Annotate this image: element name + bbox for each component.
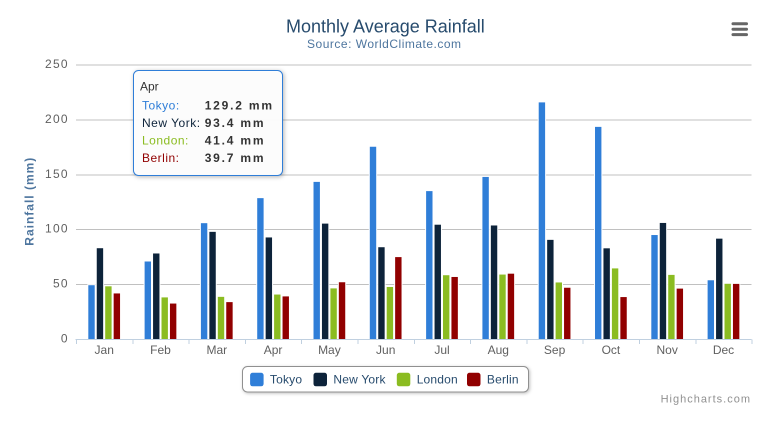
svg-text:150: 150 <box>45 167 69 181</box>
svg-text:93.4 mm: 93.4 mm <box>205 116 266 130</box>
svg-text:Mar: Mar <box>206 343 227 357</box>
svg-text:Source: WorldClimate.com: Source: WorldClimate.com <box>307 37 462 51</box>
svg-text:Monthly Average Rainfall: Monthly Average Rainfall <box>286 17 485 37</box>
svg-text:Feb: Feb <box>150 343 171 357</box>
svg-text:100: 100 <box>45 222 69 236</box>
svg-text:Apr: Apr <box>264 343 283 357</box>
svg-text:May: May <box>318 343 341 357</box>
svg-text:41.4 mm: 41.4 mm <box>205 134 266 148</box>
svg-text:London: London <box>417 373 458 387</box>
svg-text:Rainfall (mm): Rainfall (mm) <box>23 157 37 246</box>
svg-text:Berlin: Berlin <box>487 373 519 387</box>
svg-text:0: 0 <box>61 332 69 346</box>
svg-text:Apr: Apr <box>140 80 159 94</box>
svg-text:50: 50 <box>53 277 69 291</box>
svg-text:Dec: Dec <box>713 343 734 357</box>
svg-text:Jan: Jan <box>95 343 114 357</box>
svg-text:Tokyo:: Tokyo: <box>142 99 180 113</box>
svg-text:Highcharts.com: Highcharts.com <box>661 393 751 405</box>
svg-text:Jun: Jun <box>376 343 395 357</box>
svg-text:London:: London: <box>142 134 189 148</box>
svg-text:Sep: Sep <box>544 343 566 357</box>
svg-text:Berlin:: Berlin: <box>142 151 180 165</box>
svg-text:New York: New York <box>333 373 386 387</box>
svg-text:New York:: New York: <box>142 116 201 130</box>
svg-text:200: 200 <box>45 112 69 126</box>
svg-text:Jul: Jul <box>434 343 449 357</box>
svg-text:Oct: Oct <box>602 343 621 357</box>
svg-text:Tokyo: Tokyo <box>270 373 302 387</box>
svg-text:Aug: Aug <box>488 343 509 357</box>
svg-text:Nov: Nov <box>657 343 678 357</box>
svg-text:39.7 mm: 39.7 mm <box>205 151 266 165</box>
svg-text:129.2 mm: 129.2 mm <box>205 99 274 113</box>
svg-text:250: 250 <box>45 57 69 71</box>
